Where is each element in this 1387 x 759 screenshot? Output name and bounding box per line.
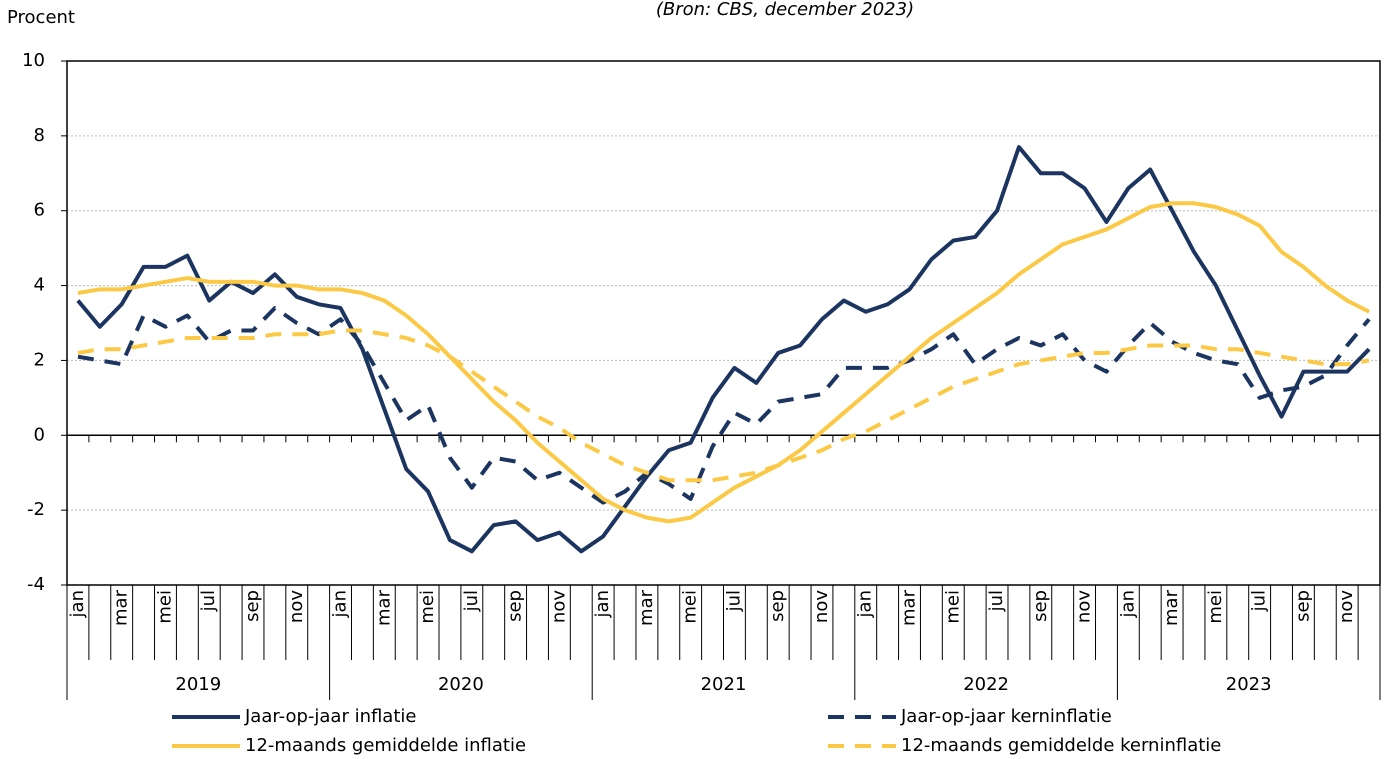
x-tick-label: sep bbox=[1292, 590, 1313, 622]
x-group-label: 2022 bbox=[963, 674, 1009, 695]
x-tick-label: mar bbox=[1161, 589, 1182, 626]
x-group-label: 2021 bbox=[701, 674, 747, 695]
y-tick-label: -4 bbox=[27, 574, 45, 595]
x-group-label: 2019 bbox=[175, 674, 221, 695]
chart-subtitle: (Bron: CBS, december 2023) bbox=[656, 0, 914, 20]
x-tick-label: sep bbox=[242, 590, 263, 622]
y-tick-label: -2 bbox=[27, 499, 45, 520]
x-tick-label: mar bbox=[373, 589, 394, 626]
series-line bbox=[77, 201, 1370, 524]
series-line bbox=[77, 306, 1371, 505]
x-tick-label: jul bbox=[723, 590, 744, 612]
series-line bbox=[76, 145, 1371, 554]
x-tick-label: nov bbox=[811, 590, 832, 623]
x-group-label: 2020 bbox=[438, 674, 484, 695]
x-tick-label: nov bbox=[286, 590, 307, 623]
x-tick-label: jul bbox=[198, 590, 219, 612]
x-tick-label: mei bbox=[1205, 590, 1226, 624]
y-tick-label: 6 bbox=[34, 200, 45, 221]
x-tick-label: sep bbox=[767, 590, 788, 622]
x-tick-label: jan bbox=[592, 590, 613, 618]
x-tick-label: jan bbox=[1117, 590, 1138, 618]
y-tick-label: 4 bbox=[34, 275, 45, 296]
x-tick-label: jul bbox=[986, 590, 1007, 612]
y-tick-label: 2 bbox=[34, 349, 45, 370]
x-tick-label: jan bbox=[855, 590, 876, 618]
series-line bbox=[77, 328, 1370, 483]
legend-label: 12-maands gemiddelde inflatie bbox=[245, 735, 526, 756]
x-tick-label: nov bbox=[1336, 590, 1357, 623]
x-tick-label: jan bbox=[67, 590, 88, 618]
x-group-label: 2023 bbox=[1226, 674, 1272, 695]
x-tick-label: jul bbox=[1249, 590, 1270, 612]
plot-frame bbox=[66, 60, 1381, 586]
x-tick-label: mei bbox=[680, 590, 701, 624]
x-tick-label: sep bbox=[505, 590, 526, 622]
x-tick-label: jul bbox=[461, 590, 482, 612]
x-tick-label: sep bbox=[1030, 590, 1051, 622]
x-tick-label: mar bbox=[636, 589, 657, 626]
y-tick-label: 0 bbox=[34, 424, 45, 445]
x-tick-label: mei bbox=[417, 590, 438, 624]
x-tick-label: mei bbox=[154, 590, 175, 624]
x-tick-label: jan bbox=[330, 590, 351, 618]
legend-label: Jaar-op-jaar kerninflatie bbox=[900, 706, 1112, 727]
y-tick-label: 10 bbox=[22, 50, 45, 71]
x-tick-label: nov bbox=[1074, 590, 1095, 623]
y-axis-label: Procent bbox=[7, 7, 75, 28]
y-tick-label: 8 bbox=[34, 125, 45, 146]
x-tick-label: mar bbox=[111, 589, 132, 626]
legend-label: 12-maands gemiddelde kerninflatie bbox=[901, 735, 1221, 756]
legend-label: Jaar-op-jaar inflatie bbox=[244, 706, 416, 727]
x-tick-label: mei bbox=[942, 590, 963, 624]
x-tick-label: mar bbox=[899, 589, 920, 626]
x-tick-label: nov bbox=[548, 590, 569, 623]
